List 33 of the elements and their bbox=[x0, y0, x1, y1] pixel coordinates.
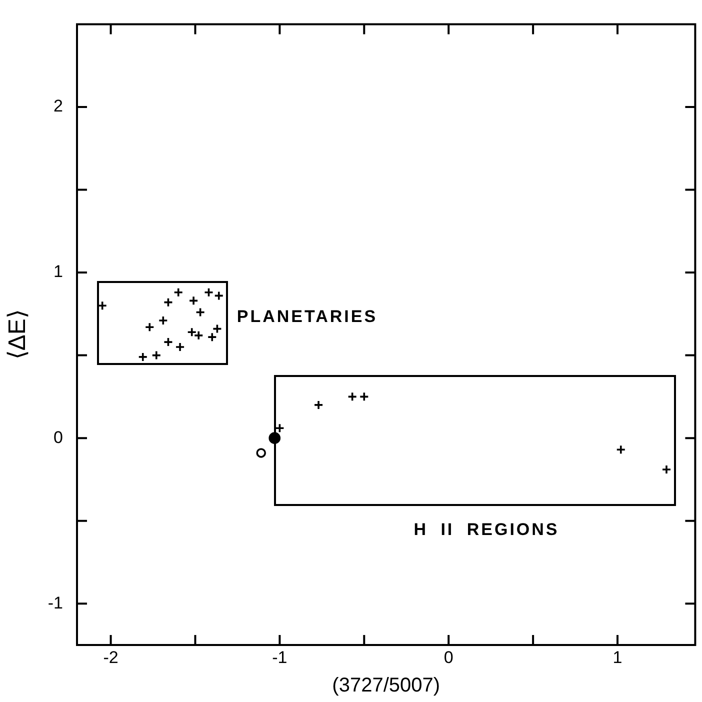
point bbox=[359, 392, 370, 402]
x-tick-label: -2 bbox=[103, 648, 118, 667]
y-axis-title: ⟨ΔE⟩ bbox=[4, 310, 32, 360]
point bbox=[256, 448, 266, 458]
annotation: PLANETARIES bbox=[236, 307, 378, 326]
y-tick-label: 1 bbox=[54, 262, 63, 282]
point bbox=[662, 464, 672, 474]
point bbox=[212, 324, 222, 334]
point bbox=[204, 287, 214, 298]
point bbox=[188, 296, 198, 306]
point bbox=[163, 337, 174, 347]
y-tick-label: 2 bbox=[54, 96, 63, 116]
point bbox=[207, 332, 218, 342]
x-tick-label: 0 bbox=[444, 648, 454, 667]
point bbox=[158, 316, 168, 326]
point bbox=[214, 290, 224, 301]
point bbox=[163, 297, 174, 308]
point bbox=[175, 342, 185, 352]
point bbox=[347, 392, 358, 402]
x-tick-label: -1 bbox=[272, 648, 288, 667]
point bbox=[616, 444, 626, 455]
annotation: H II REGIONS bbox=[414, 520, 560, 539]
x-tick-label: 1 bbox=[612, 648, 622, 667]
point bbox=[274, 423, 285, 434]
y-tick-label: -1 bbox=[48, 593, 63, 612]
point bbox=[144, 322, 155, 332]
point bbox=[314, 400, 324, 410]
point bbox=[151, 350, 162, 360]
point bbox=[173, 287, 184, 298]
y-tick-label: 0 bbox=[54, 428, 63, 447]
point bbox=[138, 352, 148, 362]
x-axis-title: (3727/5007) bbox=[332, 674, 440, 697]
point bbox=[195, 307, 206, 318]
